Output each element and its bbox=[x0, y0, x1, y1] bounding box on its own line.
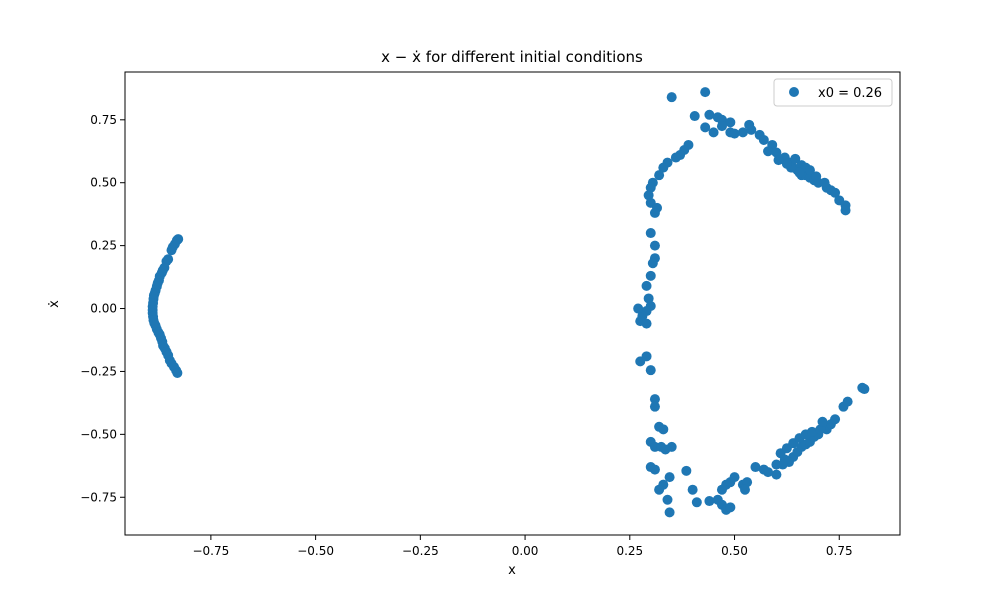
data-point bbox=[700, 87, 711, 98]
data-point bbox=[666, 441, 677, 452]
data-point bbox=[633, 303, 644, 314]
data-point bbox=[643, 293, 654, 304]
data-point bbox=[691, 497, 702, 508]
data-point bbox=[742, 477, 753, 488]
data-point bbox=[857, 382, 868, 393]
data-point bbox=[777, 459, 788, 470]
data-point bbox=[840, 205, 851, 216]
data-point bbox=[771, 147, 782, 158]
y-tick-label: −0.50 bbox=[80, 427, 117, 441]
data-point bbox=[643, 190, 654, 201]
legend-marker bbox=[789, 87, 799, 97]
data-point bbox=[744, 119, 755, 130]
data-point bbox=[708, 127, 719, 138]
legend-label: x0 = 0.26 bbox=[818, 86, 882, 101]
data-point bbox=[737, 127, 748, 138]
data-point bbox=[700, 122, 711, 133]
data-point bbox=[725, 502, 736, 513]
data-point bbox=[662, 494, 673, 505]
data-point bbox=[654, 484, 665, 495]
data-point bbox=[658, 162, 669, 173]
data-point bbox=[817, 416, 828, 427]
data-point bbox=[166, 245, 177, 256]
data-point bbox=[729, 128, 740, 139]
data-point bbox=[750, 462, 761, 473]
x-axis-label: x bbox=[508, 563, 516, 578]
x-tick-label: −0.50 bbox=[297, 544, 334, 558]
data-point bbox=[804, 165, 815, 176]
data-point bbox=[729, 472, 740, 483]
data-point bbox=[641, 318, 652, 329]
data-point bbox=[666, 92, 677, 103]
y-axis-ticks: −0.75 −0.50 −0.25 0.00 0.25 0.50 0.75 bbox=[80, 113, 125, 504]
x-axis-ticks: −0.75 −0.50 −0.25 0.00 0.25 0.50 0.75 bbox=[192, 535, 853, 558]
data-point bbox=[647, 258, 658, 269]
data-point bbox=[704, 496, 715, 507]
y-tick-label: 0.00 bbox=[90, 302, 117, 316]
data-point bbox=[649, 207, 660, 218]
x-tick-label: −0.75 bbox=[192, 544, 229, 558]
y-tick-label: 0.50 bbox=[90, 176, 117, 190]
data-point bbox=[649, 464, 660, 475]
y-tick-label: 0.75 bbox=[90, 113, 117, 127]
data-point bbox=[830, 187, 841, 198]
y-tick-label: 0.25 bbox=[90, 239, 117, 253]
data-point bbox=[807, 426, 818, 437]
data-point bbox=[811, 171, 822, 182]
data-point bbox=[649, 240, 660, 251]
legend-frame bbox=[773, 78, 893, 107]
data-point bbox=[641, 280, 652, 291]
data-point bbox=[773, 155, 784, 166]
data-point bbox=[689, 111, 700, 122]
data-point bbox=[740, 484, 750, 495]
data-point bbox=[649, 401, 660, 412]
data-point bbox=[664, 507, 675, 518]
data-point bbox=[758, 134, 769, 145]
data-point bbox=[781, 158, 792, 169]
data-point bbox=[670, 152, 681, 163]
data-point bbox=[649, 394, 660, 405]
x-tick-label: 0.75 bbox=[826, 544, 853, 558]
data-point bbox=[815, 424, 826, 435]
data-point bbox=[172, 367, 183, 378]
data-point bbox=[687, 484, 698, 495]
data-point bbox=[645, 270, 656, 281]
y-tick-label: −0.75 bbox=[80, 490, 117, 504]
y-tick-label: −0.25 bbox=[80, 364, 117, 378]
data-point bbox=[645, 182, 656, 193]
data-point bbox=[645, 365, 656, 376]
data-point bbox=[641, 351, 652, 362]
data-point bbox=[830, 414, 841, 425]
data-point bbox=[763, 146, 774, 157]
data-point bbox=[794, 167, 805, 178]
data-point bbox=[725, 117, 736, 128]
data-point bbox=[842, 396, 853, 407]
legend[interactable]: x0 = 0.26 bbox=[773, 78, 893, 107]
data-point bbox=[658, 424, 669, 435]
x-tick-label: 0.00 bbox=[512, 544, 539, 558]
data-point bbox=[790, 153, 801, 164]
plot-frame bbox=[124, 71, 901, 536]
data-point bbox=[681, 465, 692, 476]
x-tick-label: 0.50 bbox=[721, 544, 748, 558]
data-point bbox=[763, 467, 774, 478]
chart-title: x − ẋ for different initial conditions bbox=[381, 48, 643, 66]
x-tick-label: 0.25 bbox=[616, 544, 643, 558]
data-point bbox=[819, 177, 830, 188]
data-point bbox=[664, 472, 675, 483]
data-point bbox=[645, 228, 656, 239]
data-point bbox=[704, 109, 715, 120]
y-axis-label: ẋ bbox=[47, 300, 62, 308]
data-point bbox=[771, 469, 782, 480]
data-points bbox=[147, 87, 870, 518]
x-tick-label: −0.25 bbox=[402, 544, 439, 558]
data-point bbox=[654, 170, 665, 181]
data-point bbox=[716, 121, 727, 132]
